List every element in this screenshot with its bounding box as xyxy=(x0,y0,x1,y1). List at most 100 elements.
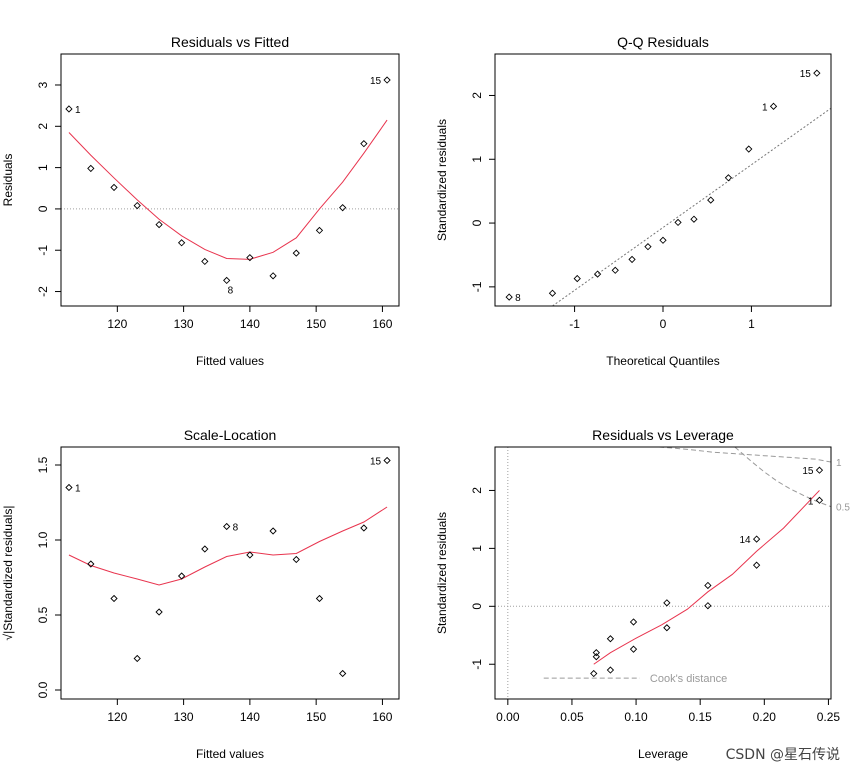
panel-title: Scale-Location xyxy=(184,427,277,443)
y-axis-label: Standardized residuals xyxy=(435,512,449,634)
data-point xyxy=(339,669,347,678)
plot-area-rvl xyxy=(495,447,831,699)
x-tick-label: 0.20 xyxy=(753,710,777,724)
panel-title: Q-Q Residuals xyxy=(617,34,709,50)
data-point xyxy=(110,183,118,192)
y-tick-label: 2 xyxy=(36,123,50,130)
data-point xyxy=(674,218,682,227)
data-point xyxy=(573,274,581,283)
data-point xyxy=(704,602,712,610)
data-point xyxy=(690,215,698,223)
data-point xyxy=(383,456,391,465)
point-label: 14 xyxy=(739,535,751,546)
data-point xyxy=(659,236,667,244)
y-tick-label: 1.0 xyxy=(36,531,50,548)
x-axis-label: Leverage xyxy=(638,747,688,761)
data-point xyxy=(155,220,163,229)
panel-qq: Q-Q Residuals Theoretical Quantiles Standa… xyxy=(435,34,832,368)
y-tick-label: 2 xyxy=(470,487,484,494)
x-tick-label: 0.10 xyxy=(624,710,648,724)
cooks-distance-contour xyxy=(734,447,831,508)
data-point xyxy=(815,466,824,474)
smooth-line xyxy=(68,506,388,586)
data-point xyxy=(548,289,557,297)
x-tick-label: 150 xyxy=(306,317,326,331)
y-tick-label: -1 xyxy=(470,281,484,292)
data-point xyxy=(315,226,324,235)
data-point xyxy=(177,239,186,247)
cooks-legend-text: Cook's distance xyxy=(650,673,727,685)
data-point xyxy=(815,496,824,504)
data-point xyxy=(629,618,638,626)
data-point xyxy=(590,669,598,678)
x-axis-label: Fitted values xyxy=(196,354,264,368)
cooks-contour-label: 1 xyxy=(836,458,842,469)
data-point xyxy=(663,624,671,632)
data-point xyxy=(752,535,761,543)
point-label: 15 xyxy=(800,69,812,80)
panel-sl: Scale-Location Fitted values √|Standardize… xyxy=(1,427,400,761)
data-point xyxy=(292,249,300,257)
data-point xyxy=(383,76,391,84)
y-tick-label: -2 xyxy=(36,286,50,297)
y-axis-label: Standardized residuals xyxy=(435,119,449,241)
point-label: 8 xyxy=(515,293,521,304)
data-point xyxy=(201,257,209,266)
data-point xyxy=(87,560,95,568)
y-axis-label: √|Standardized residuals| xyxy=(1,506,15,641)
data-point xyxy=(65,483,73,492)
data-point xyxy=(177,572,186,580)
data-point xyxy=(223,276,231,285)
data-point xyxy=(155,608,163,616)
x-tick-label: 140 xyxy=(240,710,260,724)
data-point xyxy=(745,145,753,153)
y-tick-label: 0 xyxy=(470,219,484,226)
panel-rvl: Residuals vs Leverage Leverage Standardize… xyxy=(435,427,850,761)
data-point xyxy=(223,522,231,531)
data-point xyxy=(65,105,73,113)
data-point xyxy=(592,649,600,657)
data-point xyxy=(644,243,652,251)
y-tick-label: 2 xyxy=(470,92,484,99)
y-axis-label: Residuals xyxy=(1,154,15,207)
plot-frame xyxy=(494,446,832,700)
data-point xyxy=(606,666,615,674)
y-tick-label: -1 xyxy=(36,245,50,256)
data-point xyxy=(724,174,733,182)
y-tick-label: 1.5 xyxy=(36,456,50,473)
y-tick-label: 0 xyxy=(470,603,484,610)
x-tick-label: 130 xyxy=(174,710,194,724)
point-label: 1 xyxy=(808,496,814,507)
data-point xyxy=(201,545,209,553)
point-label: 1 xyxy=(75,105,81,116)
point-label: 1 xyxy=(762,102,768,113)
point-label: 15 xyxy=(370,457,382,468)
data-point xyxy=(704,581,712,590)
data-point xyxy=(339,204,347,212)
y-tick-label: 1 xyxy=(36,164,50,171)
data-point xyxy=(813,69,821,77)
point-label: 15 xyxy=(370,76,382,87)
cooks-distance-contour xyxy=(659,447,831,463)
data-point xyxy=(246,551,254,559)
data-point xyxy=(628,255,636,264)
data-point xyxy=(315,594,324,603)
data-point xyxy=(606,635,615,643)
data-point xyxy=(707,196,715,204)
plot-frame xyxy=(60,446,400,700)
point-label: 8 xyxy=(228,285,234,296)
x-tick-label: 150 xyxy=(306,710,326,724)
x-tick-label: 120 xyxy=(107,710,127,724)
cooks-contour-label: 0.5 xyxy=(836,503,850,514)
data-point xyxy=(629,645,638,653)
data-point xyxy=(769,102,778,110)
y-tick-label: 3 xyxy=(36,81,50,88)
data-point xyxy=(360,524,368,532)
x-tick-label: 130 xyxy=(174,317,194,331)
x-tick-label: 120 xyxy=(107,317,127,331)
point-label: 15 xyxy=(802,466,814,477)
x-tick-label: 1 xyxy=(748,317,755,331)
x-tick-label: 0 xyxy=(660,317,667,331)
plot-frame xyxy=(494,53,832,307)
x-tick-label: 0.15 xyxy=(689,710,713,724)
